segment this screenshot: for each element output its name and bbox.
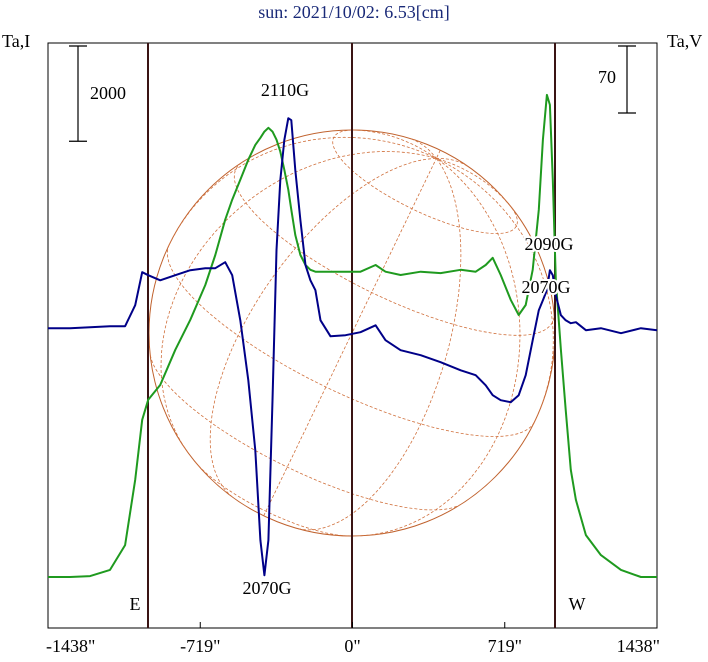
y2-axis-label: Ta,V — [667, 31, 702, 51]
chart-title: sun: 2021/10/02: 6.53[cm] — [258, 2, 450, 22]
x-tick-label: -1438" — [46, 636, 95, 656]
series-line — [48, 117, 658, 577]
annotation: 2070G — [522, 277, 571, 297]
scale-bar-label: 2000 — [90, 83, 126, 103]
curves — [48, 93, 658, 578]
x-tick-label: 0" — [344, 636, 360, 656]
disk-grid-line — [194, 461, 349, 537]
disk-grid-line — [149, 355, 461, 511]
disk-grid-line — [436, 158, 468, 167]
annotation: 2110G — [261, 80, 309, 100]
annotation: E — [130, 594, 141, 614]
disk-grid-line — [360, 158, 521, 537]
disk-grid-line — [168, 136, 437, 245]
disk-grid-line — [436, 158, 554, 422]
series-line — [48, 93, 657, 578]
scale-bar — [618, 45, 636, 114]
disk-grid-line — [209, 158, 437, 498]
x-tick-label: 1438" — [617, 636, 660, 656]
disk-grid-line — [436, 150, 441, 159]
x-tick-label: -719" — [180, 636, 220, 656]
scale-bar-label: 70 — [598, 67, 616, 87]
disk-grid-line — [332, 129, 518, 234]
disk-grid-line — [160, 151, 437, 453]
y-axis-label: Ta,I — [2, 31, 30, 51]
disk-grid-line — [410, 138, 437, 159]
annotation: 2090G — [525, 234, 574, 254]
annotation: W — [569, 594, 586, 614]
disk-grid-line — [233, 162, 555, 336]
solar-disk — [148, 129, 556, 537]
x-tick-label: 719" — [488, 636, 522, 656]
annotation: 2070G — [243, 578, 292, 598]
disk-grid-line — [166, 244, 536, 437]
disk-grid-line — [297, 158, 462, 531]
scale-bar — [69, 45, 87, 142]
